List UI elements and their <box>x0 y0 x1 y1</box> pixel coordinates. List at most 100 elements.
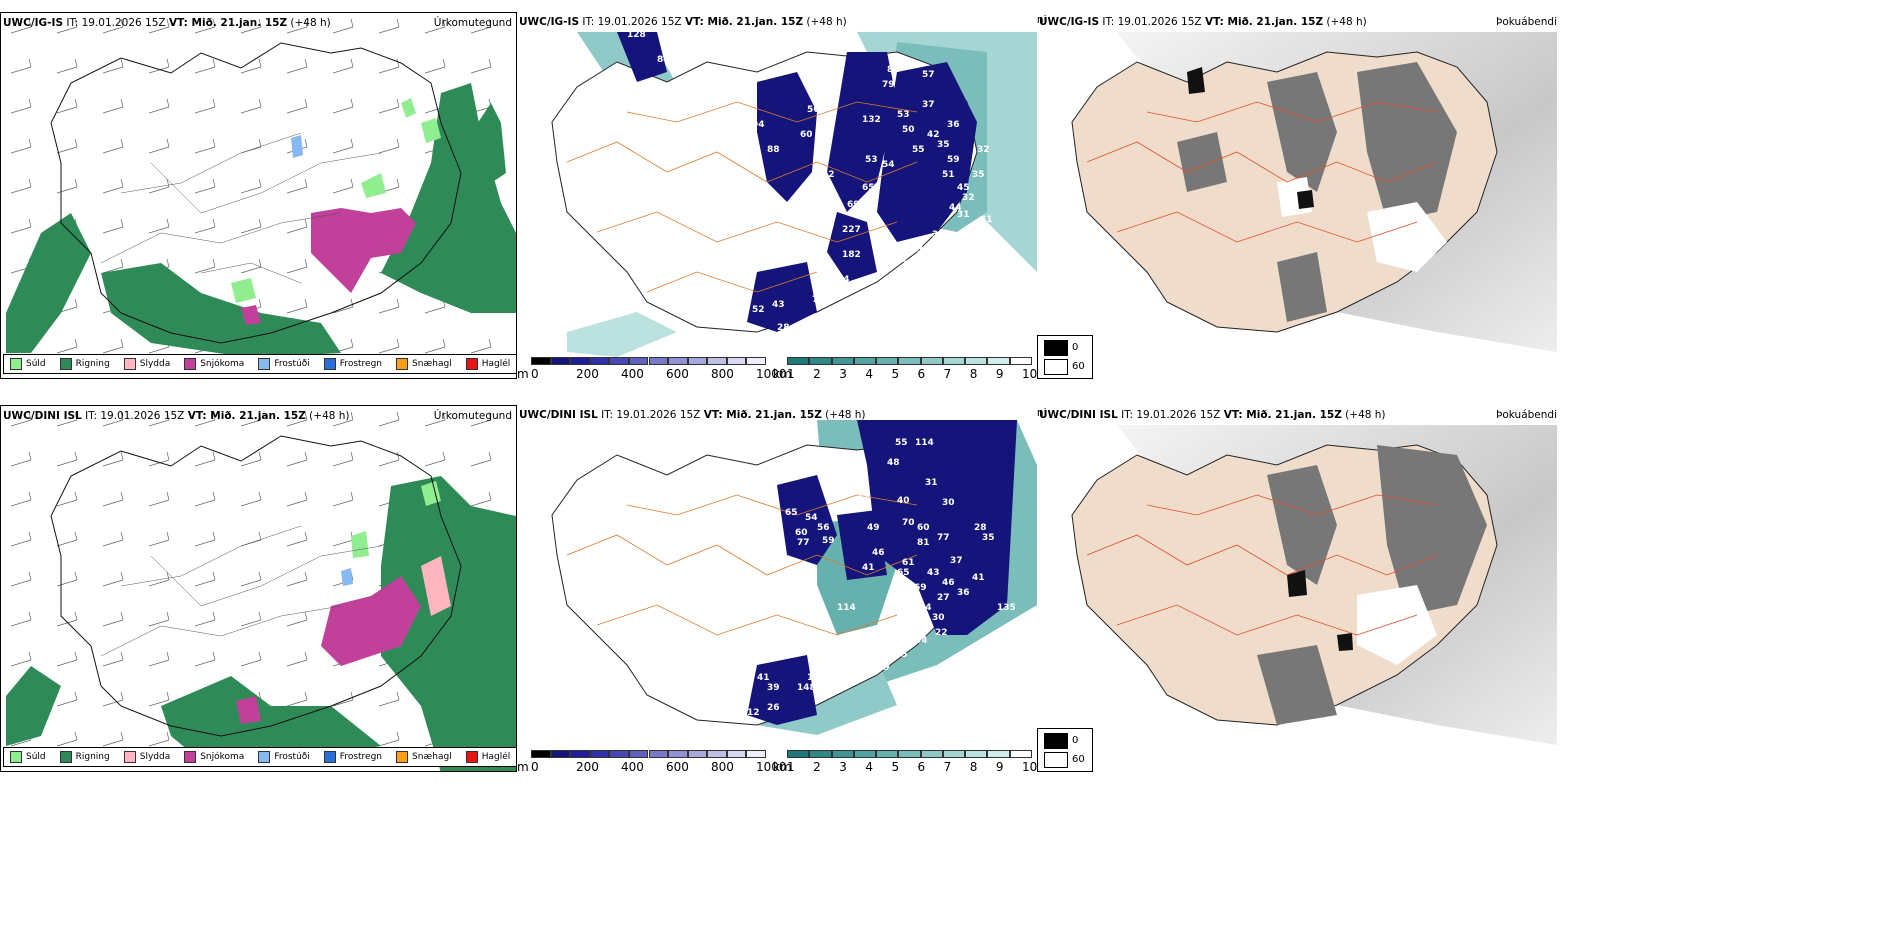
colorbar-segment <box>668 357 688 365</box>
cloud-base-label: 60 <box>800 130 813 140</box>
cloud-base-label: 57 <box>922 70 935 80</box>
colorbar-segment <box>787 357 810 365</box>
colorbar-segment <box>898 750 921 758</box>
colorbar-unit: m <box>517 760 529 772</box>
colorbar-tick-label: 8 <box>969 367 978 379</box>
colorbar-segment <box>609 750 629 758</box>
colorbar-segment <box>853 357 877 365</box>
cloud-base-label: 55 <box>912 145 925 155</box>
legend-label: Frostregn <box>339 359 383 369</box>
fog-legend-label-0: 0 <box>1072 735 1079 746</box>
cloud-base-label: 42 <box>927 130 940 140</box>
model-name: UWC/IG-IS <box>3 17 64 29</box>
colorbar-segment <box>550 357 571 365</box>
cloud-base-label: 41 <box>972 573 985 583</box>
cloud-base-label: 57 <box>787 578 800 588</box>
colorbar-segment <box>726 750 747 758</box>
cloud-base-label: 30 <box>942 498 955 508</box>
legend-item-7: Haglél <box>465 751 510 763</box>
fog-indicator-panel-row1: UWC/IG-IS IT: 19.01.2026 15Z VT: Mið. 21… <box>1037 12 1557 379</box>
cloud-base-label: 51 <box>942 170 955 180</box>
valid-time: VT: Mið. 21.jan. 15Z <box>1204 16 1324 28</box>
fog-legend-label-60: 60 <box>1072 754 1085 765</box>
cloud-base-label: 79 <box>882 80 895 90</box>
cloud-base-label: 46 <box>872 548 885 558</box>
cloud-base-label: 65 <box>897 568 910 578</box>
colorbar-segment <box>668 750 688 758</box>
colorbar-tick-label: 3 <box>839 367 847 379</box>
panel-title-precip-row1: Úrkomutegund <box>433 17 512 29</box>
cloud-base-label: 132 <box>862 115 881 125</box>
panel-header-row2-precip: UWC/DINI ISL IT: 19.01.2026 15Z VT: Mið.… <box>3 410 350 422</box>
cloud-base-label: 57 <box>897 628 910 638</box>
cloud-base-label: 82 <box>887 65 900 75</box>
colorbar-segment <box>531 357 551 365</box>
cloud-base-label: 35 <box>972 170 985 180</box>
legend-item-1: Rigning <box>59 358 110 370</box>
valid-time: VT: Mið. 21.jan. 15Z <box>168 17 288 29</box>
cloud-base-label: 65 <box>785 508 798 518</box>
legend-label: Súld <box>26 359 46 369</box>
cloud-base-label: 45 <box>957 183 970 193</box>
legend-swatch <box>123 358 136 370</box>
model-name: UWC/DINI ISL <box>519 409 598 421</box>
colorbar-tick-label: 8 <box>969 760 978 772</box>
init-time: IT: 19.01.2026 15Z <box>66 17 166 29</box>
cloud-base-label: 54 <box>805 513 818 523</box>
colorbar-tick-label: 400 <box>621 760 644 772</box>
init-time: IT: 19.01.2026 15Z <box>85 410 185 422</box>
cloud-base-label: 37 <box>922 100 935 110</box>
model-name: UWC/DINI ISL <box>3 410 82 422</box>
colorbar-segment <box>628 750 649 758</box>
cloud-base-colorbar-row1: m 0 200 400 600 800 1000 <box>517 357 787 379</box>
legend-swatch <box>396 358 409 370</box>
colorbar-segment <box>831 357 854 365</box>
cloud-base-label: 35 <box>895 650 908 660</box>
lead-time: (+48 h) <box>290 17 331 29</box>
fog-map-row1 <box>1071 32 1557 352</box>
fog-indicator-panel-row2: UWC/DINI ISL IT: 19.01.2026 15Z VT: Mið.… <box>1037 405 1557 772</box>
colorbar-segment <box>550 750 571 758</box>
colorbar-segment <box>965 357 988 365</box>
colorbar-segment <box>987 750 1010 758</box>
cloud-base-label: 148 <box>797 683 816 693</box>
cloud-base-label: 32 <box>962 193 975 203</box>
colorbar-tick-label: 9 <box>995 760 1004 772</box>
legend-item-0: Súld <box>10 358 46 370</box>
legend-swatch <box>184 358 197 370</box>
legend-swatch <box>10 358 22 370</box>
legend-swatch <box>323 751 336 763</box>
cloud-base-label: 36 <box>877 285 890 295</box>
colorbar-segment <box>809 750 832 758</box>
cloud-base-label: 77 <box>797 538 810 548</box>
colorbar-tick-label: 6 <box>917 367 926 379</box>
precip-type-panel-row1: UWC/IG-IS IT: 19.01.2026 15Z VT: Mið. 21… <box>0 12 517 379</box>
colorbar-segment <box>746 357 766 365</box>
cloud-base-label: 61 <box>902 558 915 568</box>
cloud-base-label: 41 <box>757 673 770 683</box>
cloud-base-label: 32 <box>977 145 990 155</box>
cloud-base-label: 29 <box>877 663 890 673</box>
cloud-base-label: 54 <box>882 160 895 170</box>
legend-item-5: Frostregn <box>323 751 382 763</box>
lead-time: (+48 h) <box>1345 409 1386 421</box>
legend-label: Haglél <box>481 359 511 369</box>
cloud-base-label: 41 <box>980 215 993 225</box>
colorbar-tick-label: 1 <box>787 760 795 772</box>
cloud-base-label: 59 <box>947 155 960 165</box>
cloud-base-label: 31 <box>957 210 970 220</box>
colorbar-segment <box>920 357 943 365</box>
precip-map-row2 <box>1 406 516 771</box>
cloud-base-label: 40 <box>897 496 910 506</box>
legend-label: Slydda <box>139 359 171 369</box>
cloud-base-label: 88 <box>767 145 780 155</box>
cloud-base-label: 135 <box>997 603 1016 613</box>
cloud-base-label: 70 <box>902 518 915 528</box>
valid-time: VT: Mið. 21.jan. 15Z <box>1223 409 1342 421</box>
cloud-base-label: 73 <box>672 80 685 90</box>
colorbar-tick-label: 400 <box>621 367 644 379</box>
colorbar-tick-label: 7 <box>943 760 952 772</box>
init-time: IT: 19.01.2026 15Z <box>582 16 682 28</box>
colorbar-segment <box>531 750 551 758</box>
cloud-base-label: 12 <box>747 708 760 718</box>
